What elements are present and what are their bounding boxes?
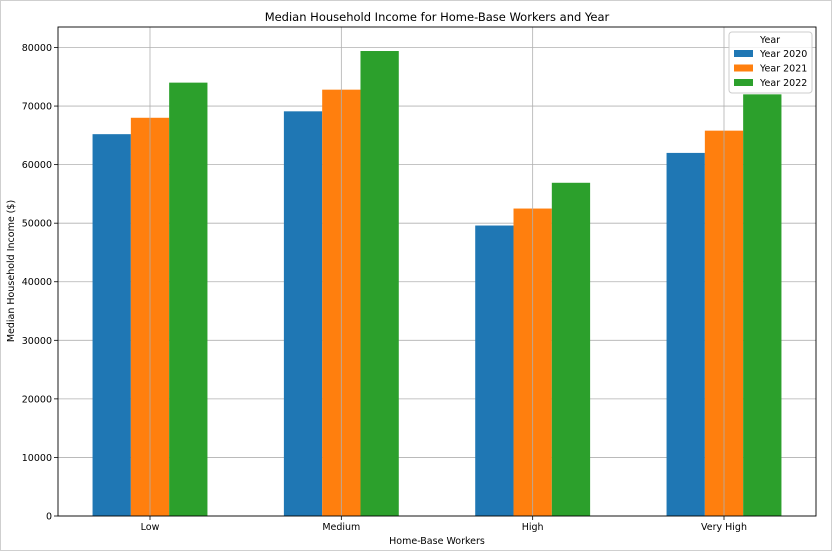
bar (666, 152, 705, 516)
legend-label: Year 2020 (759, 49, 807, 60)
legend-title: Year (759, 35, 780, 46)
bar (551, 182, 591, 516)
y-tick-label: 50000 (22, 219, 52, 230)
x-tick-label: Low (141, 522, 160, 533)
bar (475, 225, 514, 516)
plot-area-border (57, 26, 817, 517)
y-tick-label: 30000 (22, 336, 52, 347)
legend-swatch (734, 50, 753, 57)
legend-box (728, 31, 813, 94)
bar (283, 111, 323, 516)
y-tick-label: 80000 (22, 43, 52, 54)
x-tick-label: Very High (701, 522, 747, 533)
axis-layer: 0 10000 20000 30000 40000 50000 60000 70000 8000… (22, 26, 817, 533)
legend-swatch (734, 79, 753, 86)
legend-label: Year 2021 (759, 64, 807, 75)
bar (92, 134, 131, 517)
y-axis-label: Median Household Income ($) (6, 200, 17, 342)
legend-label: Year 2022 (759, 78, 807, 89)
y-tick-label: 20000 (22, 394, 52, 405)
bar (743, 94, 782, 517)
y-tick-label: 10000 (22, 453, 52, 464)
legend: Year Year 2020 Year 2021 Year 2022 (728, 31, 813, 94)
chart-title: Median Household Income for Home-Base Wo… (265, 10, 610, 24)
y-tick-label: 40000 (22, 277, 52, 288)
y-tick-label: 70000 (22, 102, 52, 113)
y-tick-label: 60000 (22, 160, 52, 171)
x-axis-label: Home-Base Workers (389, 536, 485, 547)
bar-layer (92, 51, 782, 517)
bar (169, 82, 208, 516)
legend-swatch (734, 64, 753, 72)
x-tick-label: Medium (322, 522, 360, 533)
bar (360, 51, 399, 517)
x-tick-label: High (522, 522, 544, 533)
y-tick-label: 0 (46, 512, 52, 523)
legend-items: Year 2020 Year 2021 Year 2022 (734, 49, 807, 89)
